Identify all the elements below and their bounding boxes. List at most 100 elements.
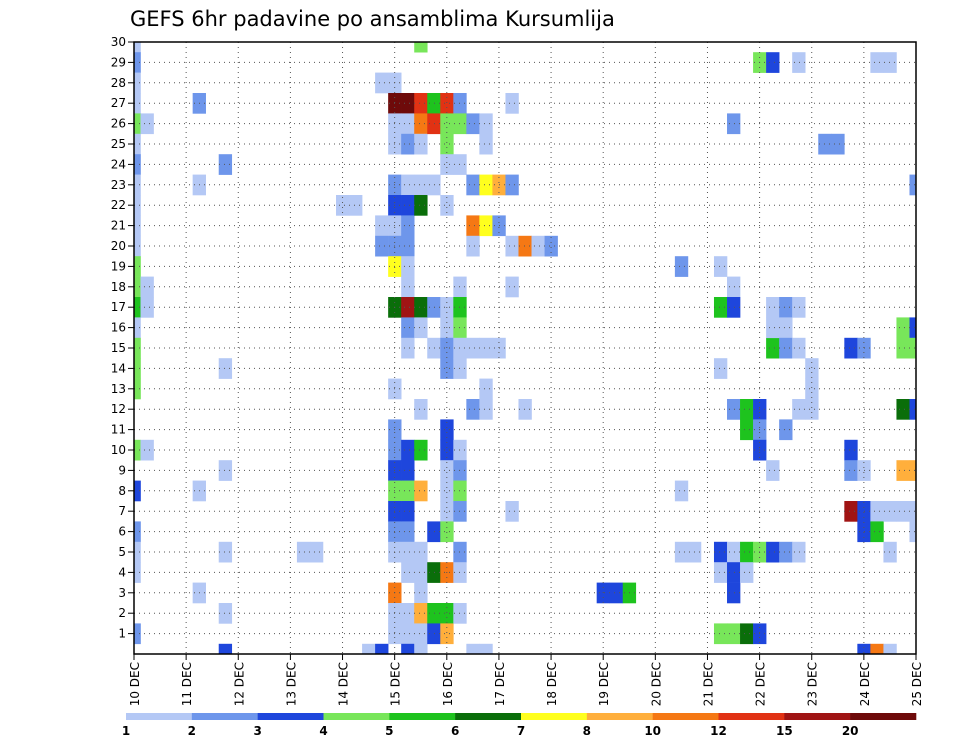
heatmap-cell xyxy=(414,562,428,583)
y-tick-label: 5 xyxy=(118,545,126,559)
heatmap-cell xyxy=(375,235,389,257)
gridlines xyxy=(134,42,916,654)
heatmap-cell xyxy=(844,501,858,522)
heatmap-cell xyxy=(883,643,897,655)
heatmap-cell xyxy=(349,195,363,216)
heatmap-cell xyxy=(674,541,689,563)
heatmap-cell xyxy=(674,256,689,277)
heatmap-cell xyxy=(134,113,141,135)
x-tick-label: 22 DEC xyxy=(754,662,768,706)
heatmap-cell xyxy=(609,582,624,604)
heatmap-cell xyxy=(427,623,441,645)
heatmap-cell xyxy=(844,337,858,359)
y-tick-label: 2 xyxy=(118,606,126,620)
heatmap-cell xyxy=(414,42,428,53)
heatmap-cell xyxy=(414,439,428,461)
heatmap-cell xyxy=(414,399,428,420)
heatmap-cell xyxy=(531,235,545,257)
heatmap-cell xyxy=(427,337,441,359)
heatmap-cell xyxy=(414,582,428,604)
heatmap-cell xyxy=(779,317,793,339)
heatmap-cell xyxy=(401,133,415,155)
heatmap-cell xyxy=(544,235,558,257)
colorbar-label: 20 xyxy=(842,724,859,738)
heatmap-cell xyxy=(792,297,806,318)
colorbar-swatch xyxy=(586,713,653,720)
heatmap-cell xyxy=(414,195,428,216)
colorbar-swatch xyxy=(652,713,719,720)
heatmap-cell xyxy=(479,378,493,400)
heatmap-cell xyxy=(466,643,480,655)
heatmap-cell xyxy=(466,235,480,257)
heatmap-cell xyxy=(401,297,415,318)
heatmap-cell xyxy=(414,623,428,645)
heatmap-cell xyxy=(401,623,415,645)
colorbar-label: 15 xyxy=(776,724,793,738)
heatmap-cell xyxy=(779,541,793,563)
heatmap-cell xyxy=(427,113,441,135)
heatmap-cell xyxy=(134,52,141,73)
x-tick-label: 14 DEC xyxy=(337,662,351,706)
heatmap-cell xyxy=(427,297,441,318)
x-tick-label: 19 DEC xyxy=(597,662,611,706)
heatmap-cell xyxy=(414,113,428,135)
heatmap-cell xyxy=(440,501,454,522)
x-tick-label: 25 DEC xyxy=(910,662,924,706)
y-tick-label: 16 xyxy=(111,321,126,335)
heatmap-cell xyxy=(479,643,493,655)
heatmap-cell xyxy=(896,317,910,339)
heatmap-cell xyxy=(805,358,819,379)
heatmap-cell xyxy=(779,337,793,359)
x-tick-label: 24 DEC xyxy=(858,662,872,706)
colorbar-label: 8 xyxy=(583,724,591,738)
heatmap-cell xyxy=(713,297,728,318)
heatmap-cell xyxy=(401,276,415,298)
heatmap-cell xyxy=(505,501,519,522)
heatmap-cell xyxy=(479,133,493,155)
heatmap-cell xyxy=(792,337,806,359)
heatmap-cell xyxy=(909,174,917,196)
heatmap-cell xyxy=(401,317,415,339)
heatmap-cell xyxy=(713,541,728,563)
heatmap-cell xyxy=(134,256,141,277)
heatmap-cell xyxy=(766,297,780,318)
y-tick-label: 28 xyxy=(111,76,126,90)
heatmap-cell xyxy=(727,582,741,604)
heatmap-cell xyxy=(401,541,415,563)
heatmap-cell xyxy=(440,337,454,359)
y-tick-label: 14 xyxy=(111,361,126,375)
colorbar-label: 10 xyxy=(644,724,661,738)
y-tick-label: 6 xyxy=(118,525,126,539)
x-tick-label: 18 DEC xyxy=(545,662,559,706)
heatmap-cell xyxy=(134,439,141,461)
heatmap-cell xyxy=(414,480,428,502)
heatmap-cell xyxy=(218,541,233,563)
heatmap-cell xyxy=(401,501,415,522)
heatmap-cell xyxy=(401,603,415,624)
colorbar-swatch xyxy=(257,713,324,720)
heatmap-cell xyxy=(727,623,741,645)
heatmap-cell xyxy=(518,399,532,420)
heatmap-cell xyxy=(218,358,233,379)
y-tick-label: 9 xyxy=(118,463,126,477)
colorbar-swatch xyxy=(323,713,390,720)
heatmap-cell xyxy=(766,541,780,563)
y-tick-label: 8 xyxy=(118,484,126,498)
heatmap-cell xyxy=(909,460,917,481)
heatmap-cell xyxy=(414,643,428,655)
heatmap-cell xyxy=(727,541,741,563)
y-axis-ticks: 1234567891011121314151617181920212223242… xyxy=(111,35,134,641)
y-tick-label: 17 xyxy=(111,300,126,314)
heatmap-cell xyxy=(134,317,141,339)
x-tick-label: 13 DEC xyxy=(284,662,298,706)
colorbar-label: 2 xyxy=(188,724,196,738)
heatmap-cell xyxy=(831,133,845,155)
heatmap-cell xyxy=(218,460,233,481)
heatmap-cell xyxy=(909,521,917,543)
heatmap-cell xyxy=(427,521,441,543)
heatmap-cell xyxy=(479,215,493,237)
heatmap-cell xyxy=(375,643,389,655)
heatmap-cell xyxy=(134,297,141,318)
heatmap-cell xyxy=(134,93,141,114)
heatmap-cell xyxy=(309,541,324,563)
